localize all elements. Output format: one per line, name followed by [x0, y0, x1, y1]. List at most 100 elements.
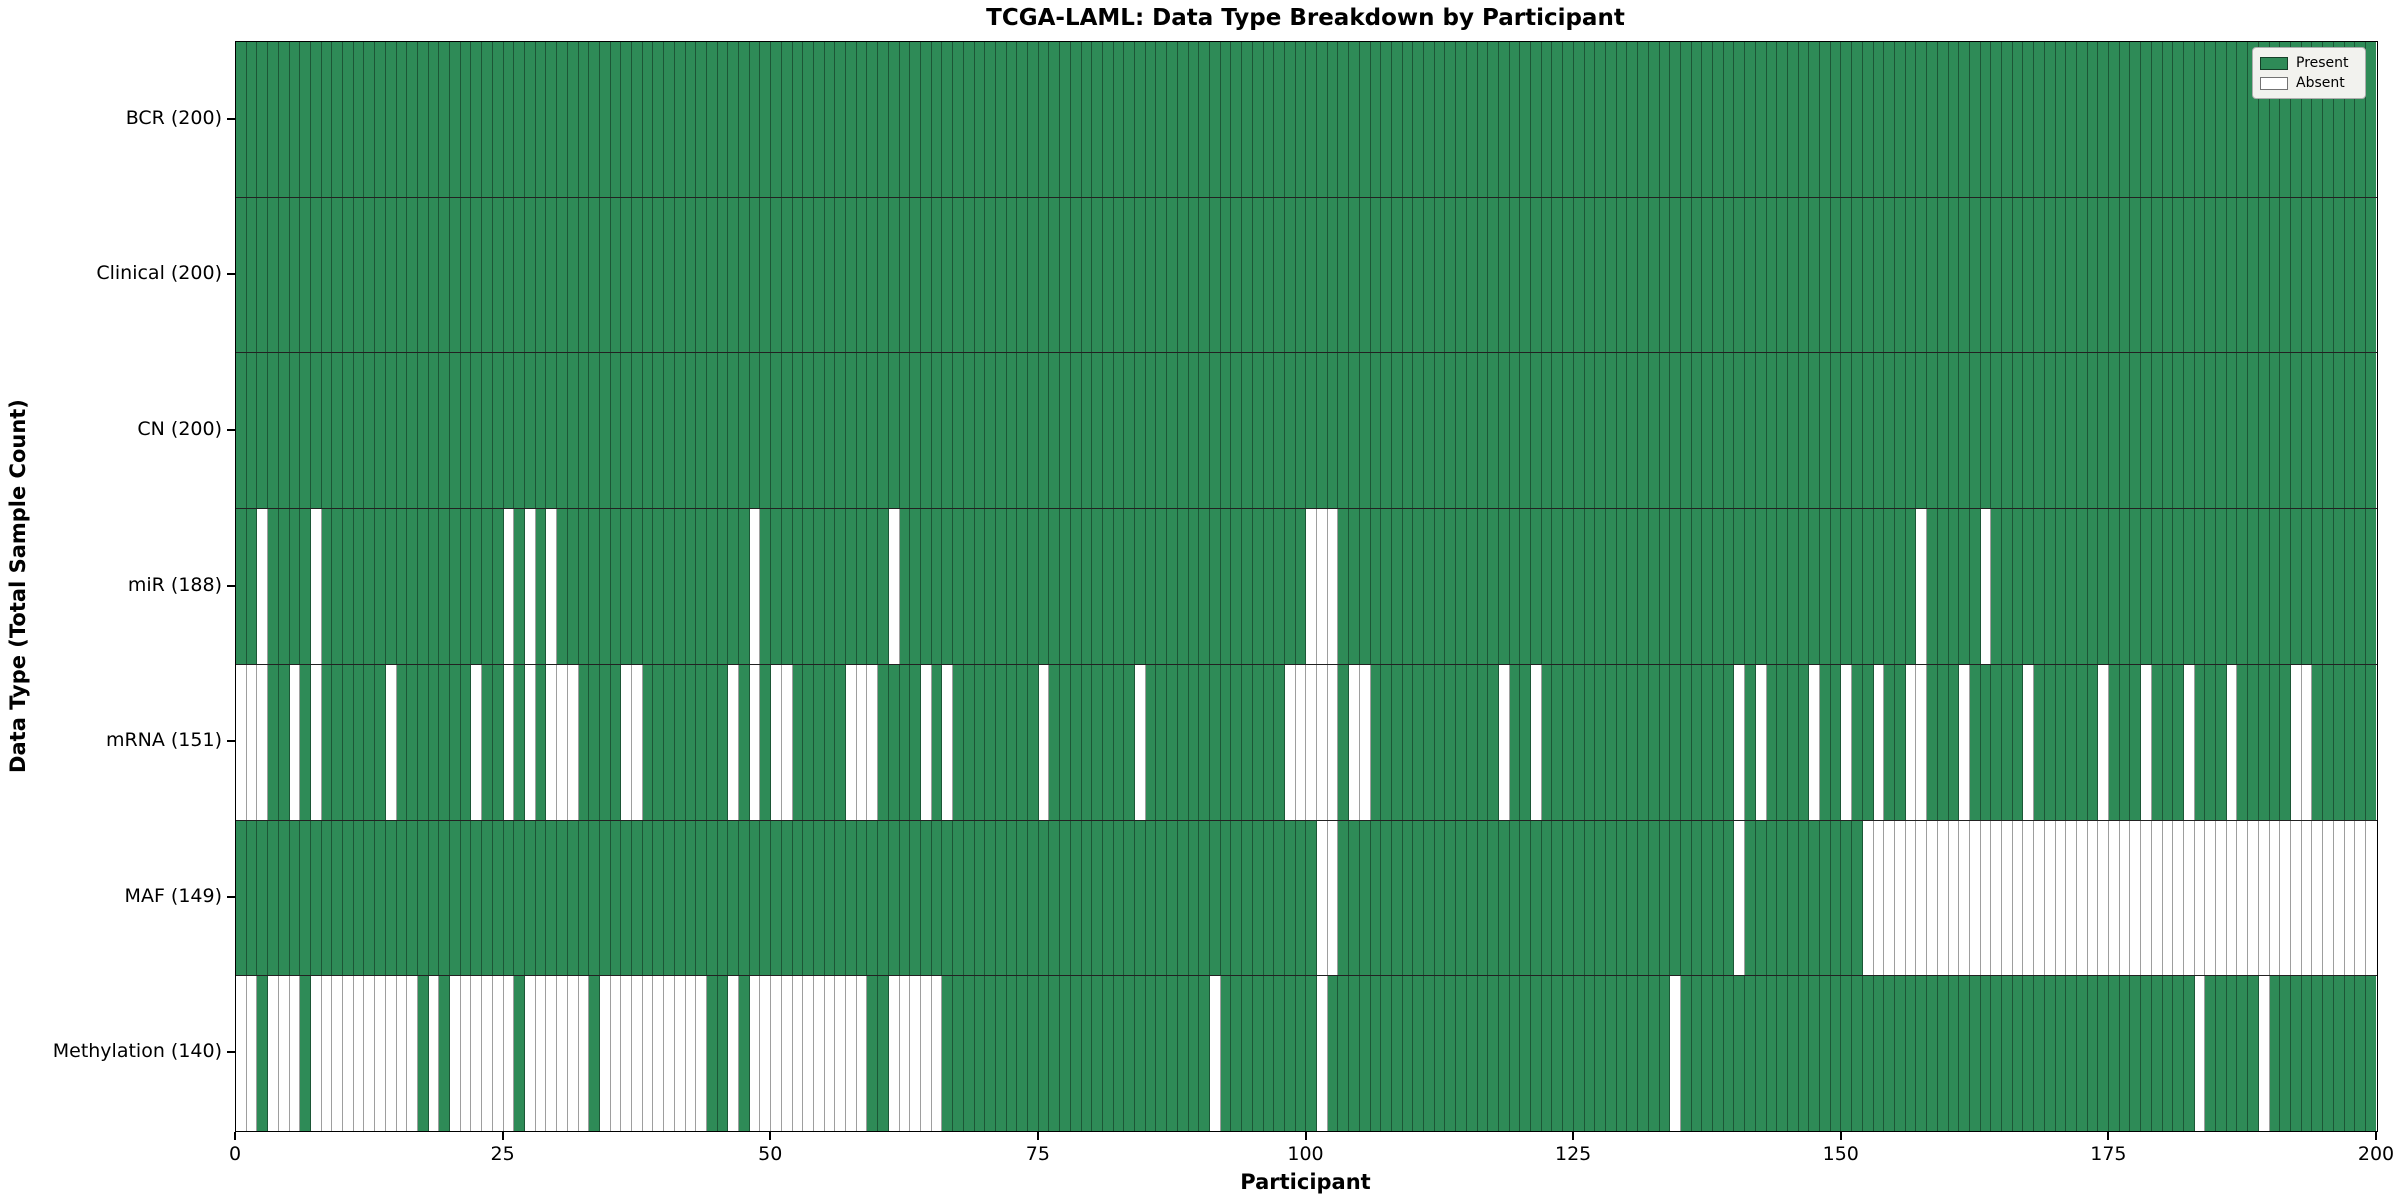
matrix-cell [364, 353, 376, 509]
matrix-cell [557, 197, 568, 353]
matrix-cell [2162, 976, 2174, 1132]
matrix-cell [1659, 197, 1671, 353]
matrix-cell [2012, 509, 2024, 664]
matrix-cell [246, 976, 258, 1132]
matrix-cell [268, 509, 279, 664]
matrix-cell [2119, 976, 2131, 1132]
matrix-cell [1520, 353, 1532, 509]
matrix-cell [771, 820, 782, 976]
matrix-cell [910, 820, 921, 976]
matrix-cell [1370, 197, 1382, 353]
matrix-cell [2109, 197, 2120, 353]
matrix-cell [1327, 664, 1339, 820]
matrix-cell [396, 353, 408, 509]
matrix-cell [2248, 976, 2259, 1132]
matrix-cell [1381, 353, 1392, 509]
matrix-cell [749, 509, 761, 664]
y-tick-label: miR (188) [127, 573, 222, 596]
matrix-cell [2162, 509, 2174, 664]
matrix-cell [1124, 353, 1136, 509]
matrix-cell [1638, 509, 1649, 664]
matrix-cell [1028, 976, 1039, 1132]
matrix-cell [717, 509, 729, 664]
matrix-cell [1477, 664, 1489, 820]
matrix-cell [781, 820, 793, 976]
matrix-cell [1659, 353, 1671, 509]
matrix-cell [1852, 42, 1863, 197]
matrix-cell [813, 820, 825, 976]
matrix-cell [1509, 820, 1521, 976]
matrix-cell [1595, 353, 1606, 509]
matrix-cell [1413, 820, 1425, 976]
matrix-cell [867, 509, 879, 664]
matrix-cell [332, 353, 344, 509]
matrix-cell [1745, 42, 1756, 197]
matrix-cell [2269, 976, 2281, 1132]
matrix-cell [1466, 664, 1478, 820]
matrix-cell [1937, 42, 1949, 197]
matrix-cell [1274, 664, 1285, 820]
matrix-cell [1606, 664, 1617, 820]
matrix-cell [2194, 42, 2206, 197]
matrix-cell [2205, 42, 2217, 197]
matrix-cell [2055, 976, 2067, 1132]
matrix-cell [1573, 509, 1585, 664]
matrix-cell [2216, 820, 2227, 976]
matrix-cell [1852, 976, 1863, 1132]
matrix-cell [417, 664, 429, 820]
matrix-cell [2205, 197, 2217, 353]
matrix-cell [310, 353, 322, 509]
matrix-cell [1830, 664, 1842, 820]
matrix-cell [1434, 353, 1446, 509]
matrix-cell [1627, 353, 1639, 509]
matrix-cell [1060, 509, 1071, 664]
matrix-cell [2226, 820, 2238, 976]
matrix-cell [1306, 197, 1318, 353]
matrix-cell [2216, 509, 2227, 664]
matrix-cell [2109, 820, 2120, 976]
matrix-cell [1734, 353, 1746, 509]
matrix-cell [1691, 820, 1703, 976]
matrix-cell [942, 353, 954, 509]
matrix-cell [1798, 820, 1810, 976]
matrix-cell [1434, 976, 1446, 1132]
matrix-cell [642, 509, 654, 664]
matrix-cell [2216, 42, 2227, 197]
matrix-cell [364, 976, 376, 1132]
matrix-cell [899, 820, 911, 976]
matrix-cell [1167, 820, 1178, 976]
matrix-cell [1734, 197, 1746, 353]
matrix-cell [1135, 42, 1146, 197]
matrix-cell [2173, 976, 2184, 1132]
matrix-cell [2044, 353, 2056, 509]
matrix-cell [1916, 976, 1928, 1132]
matrix-cell [974, 42, 986, 197]
matrix-cell [1873, 42, 1885, 197]
matrix-cell [835, 820, 847, 976]
matrix-cell [1723, 197, 1735, 353]
matrix-cell [1445, 664, 1457, 820]
legend-entry-present: Present [2260, 53, 2357, 73]
matrix-cell [610, 353, 622, 509]
matrix-cell [492, 976, 504, 1132]
matrix-cell [492, 820, 504, 976]
matrix-cell [963, 353, 975, 509]
matrix-cell [621, 42, 633, 197]
matrix-cell [846, 976, 857, 1132]
matrix-cell [396, 42, 408, 197]
matrix-cell [2301, 820, 2313, 976]
matrix-cell [589, 42, 600, 197]
matrix-cell [2183, 509, 2195, 664]
matrix-cell [1092, 197, 1103, 353]
matrix-cell [2333, 353, 2345, 509]
matrix-cell [2183, 197, 2195, 353]
matrix-cell [492, 42, 504, 197]
matrix-cell [1916, 197, 1928, 353]
matrix-cell [1017, 820, 1029, 976]
matrix-cell [343, 664, 354, 820]
matrix-cell [1841, 197, 1853, 353]
matrix-cell [2130, 664, 2142, 820]
matrix-cell [2237, 42, 2249, 197]
matrix-cell [1777, 42, 1788, 197]
matrix-cell [1209, 509, 1221, 664]
